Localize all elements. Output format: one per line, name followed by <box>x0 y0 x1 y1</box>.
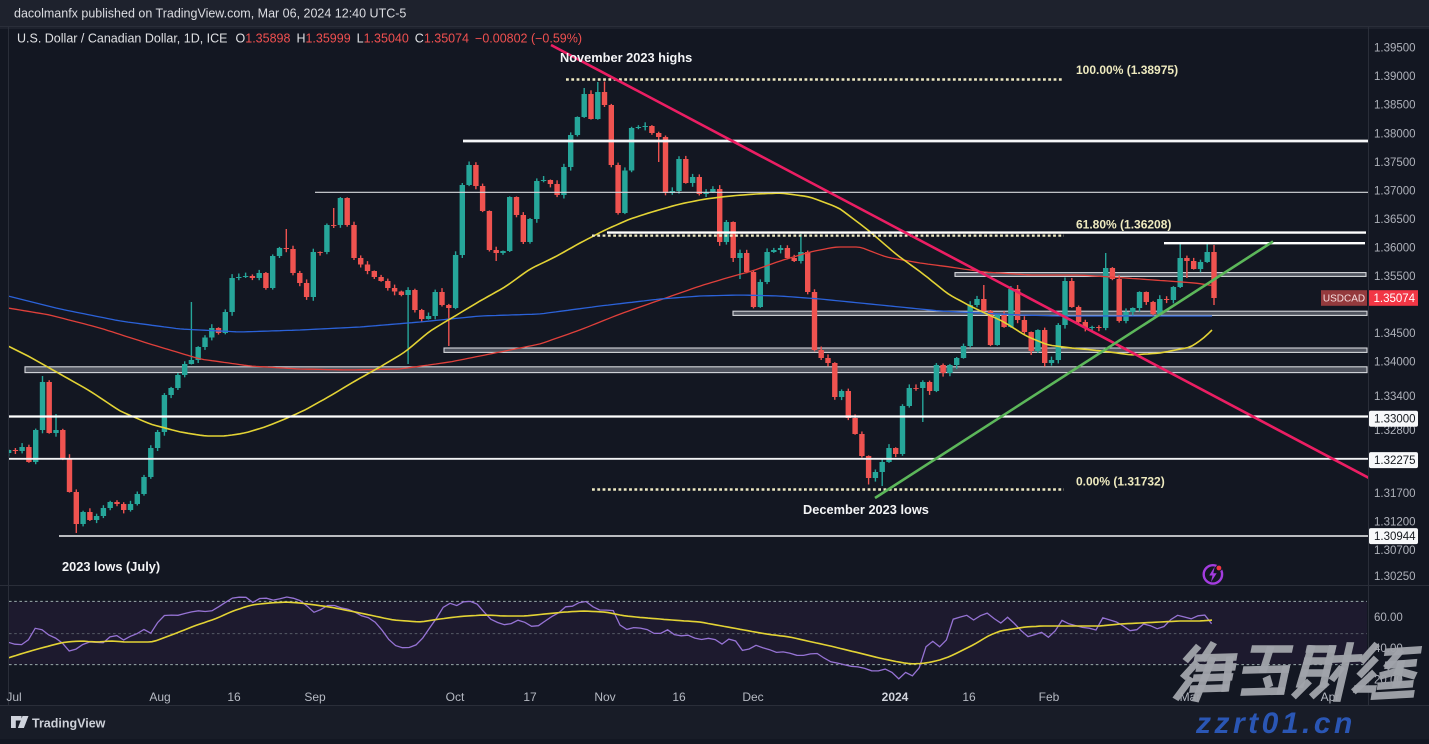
svg-text:1.38500: 1.38500 <box>1374 100 1416 112</box>
svg-text:1.33000: 1.33000 <box>1374 414 1416 426</box>
svg-text:1.35074: 1.35074 <box>1374 293 1416 305</box>
svg-text:16: 16 <box>962 690 976 704</box>
svg-text:17: 17 <box>523 690 537 704</box>
svg-text:1.37500: 1.37500 <box>1374 157 1416 169</box>
svg-text:1.31200: 1.31200 <box>1374 517 1416 529</box>
svg-text:dacolmanfx published on Tradin: dacolmanfx published on TradingView.com,… <box>14 7 406 21</box>
svg-text:1.32275: 1.32275 <box>1374 455 1416 467</box>
svg-text:1.38000: 1.38000 <box>1374 128 1416 140</box>
svg-text:1.36000: 1.36000 <box>1374 242 1416 254</box>
svg-text:Feb: Feb <box>1039 690 1060 704</box>
svg-text:60.00: 60.00 <box>1374 612 1403 624</box>
svg-text:16: 16 <box>227 690 241 704</box>
svg-text:Sep: Sep <box>304 690 326 704</box>
svg-text:1.31700: 1.31700 <box>1374 488 1416 500</box>
svg-text:1.39500: 1.39500 <box>1374 43 1416 55</box>
svg-text:61.80% (1.36208): 61.80% (1.36208) <box>1076 218 1171 232</box>
svg-text:1.39000: 1.39000 <box>1374 71 1416 83</box>
svg-text:TradingView: TradingView <box>32 717 106 731</box>
svg-text:100.00% (1.38975): 100.00% (1.38975) <box>1076 63 1178 77</box>
svg-text:1.34500: 1.34500 <box>1374 328 1416 340</box>
svg-text:1.32800: 1.32800 <box>1374 425 1416 437</box>
svg-text:Aug: Aug <box>149 690 170 704</box>
svg-text:1.30944: 1.30944 <box>1374 531 1416 543</box>
svg-text:Dec: Dec <box>742 690 763 704</box>
svg-text:1.30250: 1.30250 <box>1374 571 1416 583</box>
svg-text:2023 lows (July): 2023 lows (July) <box>62 559 160 574</box>
svg-text:November 2023 highs: November 2023 highs <box>560 50 692 65</box>
svg-text:1.30700: 1.30700 <box>1374 545 1416 557</box>
svg-text:zzrt01.cn: zzrt01.cn <box>1195 707 1356 739</box>
svg-text:Oct: Oct <box>446 690 465 704</box>
svg-text:1.33400: 1.33400 <box>1374 391 1416 403</box>
svg-text:Jul: Jul <box>6 690 21 704</box>
svg-text:16: 16 <box>672 690 686 704</box>
svg-text:December 2023 lows: December 2023 lows <box>803 502 929 517</box>
svg-text:1.37000: 1.37000 <box>1374 185 1416 197</box>
svg-text:1.36500: 1.36500 <box>1374 214 1416 226</box>
svg-text:USDCAD: USDCAD <box>1323 294 1365 305</box>
svg-text:2024: 2024 <box>882 690 909 704</box>
svg-text:1.34000: 1.34000 <box>1374 357 1416 369</box>
svg-text:0.00% (1.31732): 0.00% (1.31732) <box>1076 475 1165 489</box>
svg-text:Nov: Nov <box>594 690 615 704</box>
svg-text:U.S. Dollar / Canadian Dollar,: U.S. Dollar / Canadian Dollar, 1D, ICE O1… <box>17 32 582 46</box>
svg-text:1.35500: 1.35500 <box>1374 271 1416 283</box>
